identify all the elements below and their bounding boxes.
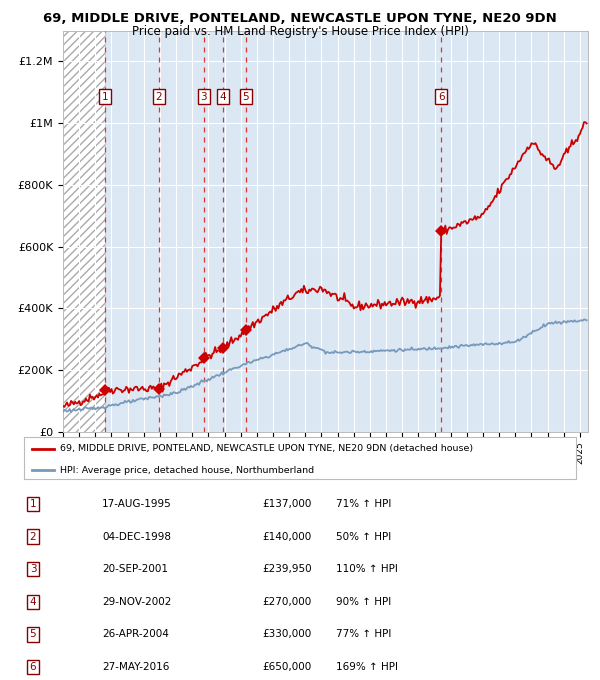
Text: £650,000: £650,000: [263, 662, 312, 672]
Text: £140,000: £140,000: [263, 532, 312, 541]
Text: 4: 4: [220, 92, 226, 102]
Text: 26-APR-2004: 26-APR-2004: [102, 630, 169, 639]
Text: Price paid vs. HM Land Registry's House Price Index (HPI): Price paid vs. HM Land Registry's House …: [131, 25, 469, 38]
Text: 3: 3: [200, 92, 207, 102]
Text: 71% ↑ HPI: 71% ↑ HPI: [336, 499, 391, 509]
Text: 69, MIDDLE DRIVE, PONTELAND, NEWCASTLE UPON TYNE, NE20 9DN (detached house): 69, MIDDLE DRIVE, PONTELAND, NEWCASTLE U…: [60, 444, 473, 453]
Bar: [223, 31, 246, 432]
Text: 2: 2: [29, 532, 37, 541]
Text: £330,000: £330,000: [263, 630, 312, 639]
Text: 6: 6: [29, 662, 37, 672]
Bar: [63, 31, 106, 432]
Text: £239,950: £239,950: [262, 564, 312, 574]
Text: 1: 1: [29, 499, 37, 509]
Bar: [106, 31, 158, 432]
Bar: [441, 31, 588, 432]
Bar: [246, 31, 441, 432]
Text: 17-AUG-1995: 17-AUG-1995: [102, 499, 172, 509]
Text: 3: 3: [29, 564, 37, 574]
Text: HPI: Average price, detached house, Northumberland: HPI: Average price, detached house, Nort…: [60, 466, 314, 475]
Text: 77% ↑ HPI: 77% ↑ HPI: [336, 630, 391, 639]
Text: 2: 2: [155, 92, 162, 102]
Text: 1: 1: [102, 92, 109, 102]
Text: 50% ↑ HPI: 50% ↑ HPI: [336, 532, 391, 541]
Text: 90% ↑ HPI: 90% ↑ HPI: [336, 597, 391, 607]
Text: 4: 4: [29, 597, 37, 607]
Text: 5: 5: [29, 630, 37, 639]
Text: 29-NOV-2002: 29-NOV-2002: [102, 597, 172, 607]
Text: 20-SEP-2001: 20-SEP-2001: [102, 564, 168, 574]
Text: 04-DEC-1998: 04-DEC-1998: [102, 532, 171, 541]
Text: 69, MIDDLE DRIVE, PONTELAND, NEWCASTLE UPON TYNE, NE20 9DN: 69, MIDDLE DRIVE, PONTELAND, NEWCASTLE U…: [43, 12, 557, 25]
Text: £270,000: £270,000: [263, 597, 312, 607]
Bar: [158, 31, 204, 432]
Bar: [204, 31, 223, 432]
Text: 169% ↑ HPI: 169% ↑ HPI: [336, 662, 398, 672]
Text: £137,000: £137,000: [263, 499, 312, 509]
Text: 110% ↑ HPI: 110% ↑ HPI: [336, 564, 398, 574]
Text: 27-MAY-2016: 27-MAY-2016: [102, 662, 169, 672]
Text: 6: 6: [438, 92, 445, 102]
Text: 5: 5: [242, 92, 249, 102]
